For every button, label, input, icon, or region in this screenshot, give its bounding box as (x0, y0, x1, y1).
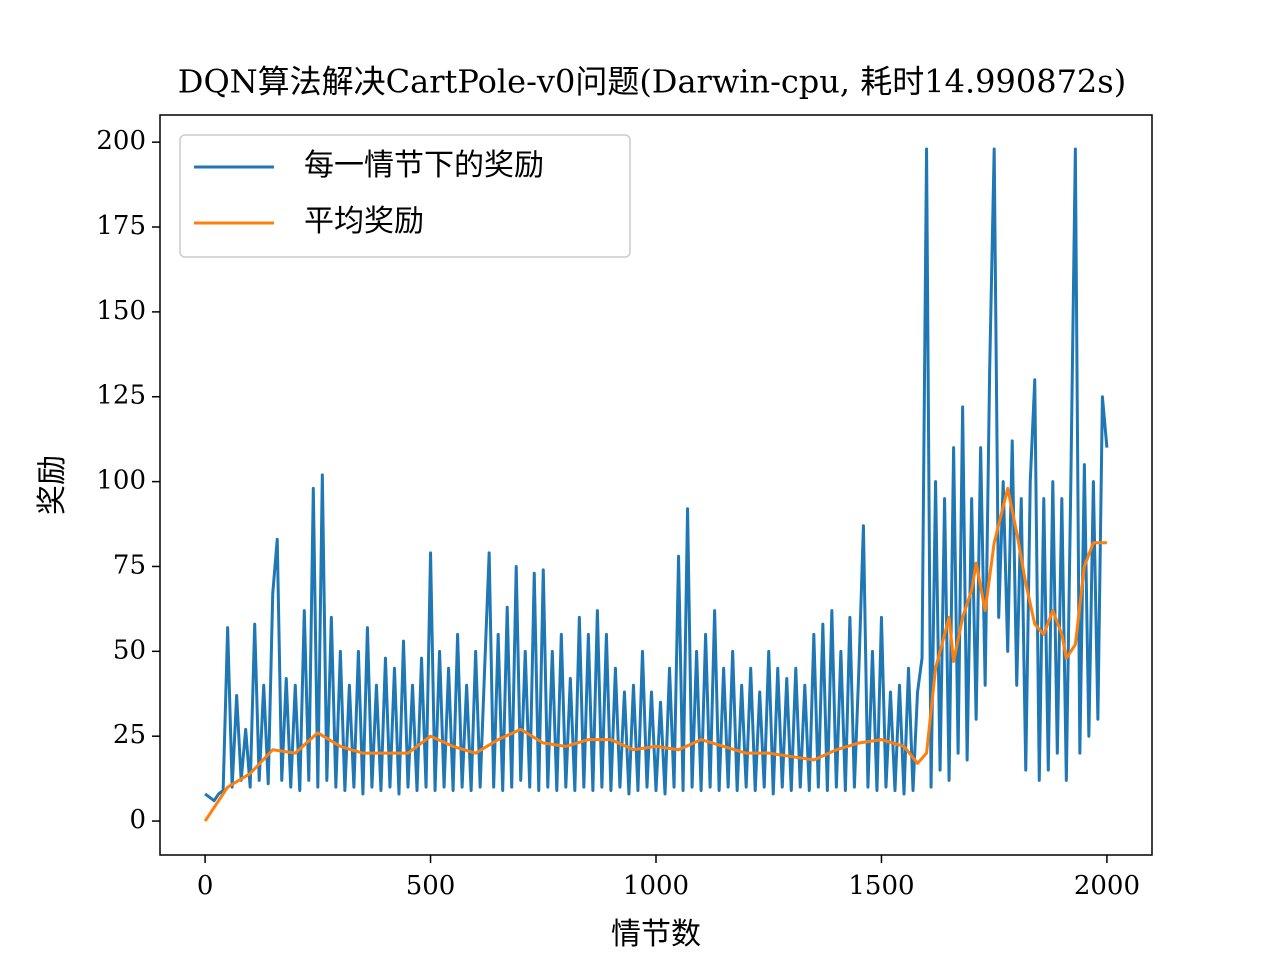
legend-label: 平均奖励 (304, 204, 424, 239)
legend-label: 每一情节下的奖励 (304, 148, 544, 183)
y-tick-label: 50 (113, 635, 146, 665)
y-tick-label: 0 (129, 805, 146, 835)
x-axis-label: 情节数 (611, 917, 701, 952)
y-axis-label: 奖励 (35, 455, 70, 515)
y-tick-label: 25 (113, 720, 146, 750)
x-tick-label: 500 (406, 871, 456, 901)
y-tick-label: 125 (96, 381, 146, 411)
series-line (203, 486, 1107, 822)
x-tick-label: 0 (197, 871, 214, 901)
plot-frame (159, 114, 1153, 856)
y-tick-label: 200 (96, 126, 146, 156)
x-tick-label: 2000 (1074, 871, 1140, 901)
y-tick-label: 175 (96, 211, 146, 241)
y-tick-label: 150 (96, 296, 146, 326)
y-tick-label: 100 (96, 466, 146, 496)
y-tick-label: 75 (113, 550, 146, 580)
x-tick-label: 1500 (848, 871, 914, 901)
legend-box (179, 134, 631, 258)
x-tick-label: 1000 (623, 871, 689, 901)
chart-title: DQN算法解决CartPole-v0问题(Darwin-cpu, 耗时14.99… (178, 63, 1126, 101)
